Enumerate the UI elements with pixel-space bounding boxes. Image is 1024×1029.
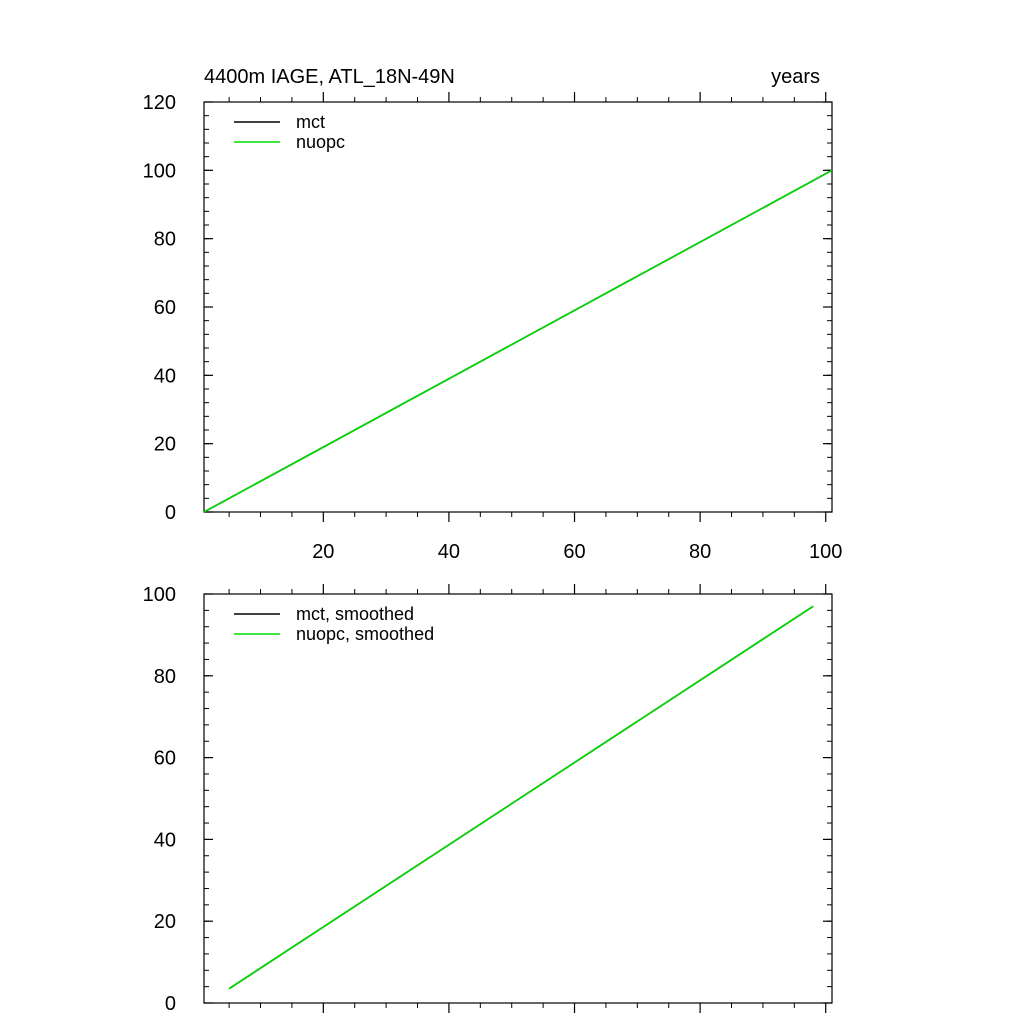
x-tick-label: 60	[563, 541, 585, 563]
y-tick-label: 20	[154, 911, 176, 933]
legend-label: mct, smoothed	[296, 604, 414, 624]
x-tick-label: 40	[438, 541, 460, 563]
series-line-nuopc-smoothed	[228, 605, 814, 990]
y-tick-label: 40	[154, 829, 176, 851]
legend-label: nuopc, smoothed	[296, 624, 434, 644]
series-line-nuopc	[203, 169, 833, 513]
y-tick-label: 80	[154, 666, 176, 688]
y-tick-label: 120	[143, 92, 176, 114]
x-tick-label: 20	[312, 541, 334, 563]
y-tick-label: 0	[165, 993, 176, 1015]
plot-frame	[203, 593, 833, 1004]
y-tick-label: 60	[154, 748, 176, 770]
y-tick-label: 100	[143, 584, 176, 606]
y-tick-label: 0	[165, 502, 176, 524]
plot-frame	[203, 101, 833, 513]
y-tick-label: 40	[154, 365, 176, 387]
chart-units-label: years	[771, 66, 820, 88]
x-tick-label: 80	[689, 541, 711, 563]
chart-title: 4400m IAGE, ATL_18N-49N	[204, 66, 455, 88]
y-tick-label: 80	[154, 229, 176, 251]
x-tick-label: 100	[809, 541, 842, 563]
y-tick-label: 100	[143, 160, 176, 182]
legend-label: nuopc	[296, 132, 345, 152]
legend-label: mct	[296, 112, 325, 132]
y-tick-label: 20	[154, 434, 176, 456]
y-tick-label: 60	[154, 297, 176, 319]
